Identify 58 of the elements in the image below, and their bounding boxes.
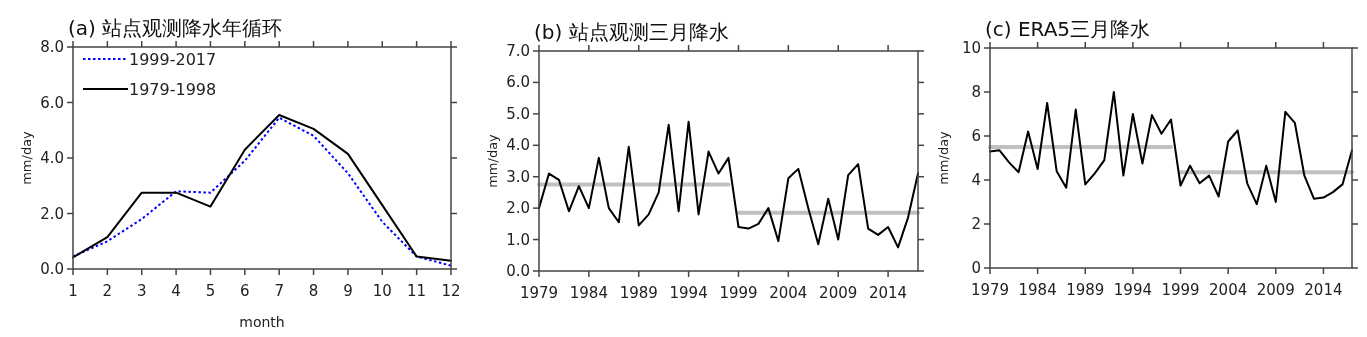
x-tick-label: 2004 — [769, 284, 808, 302]
y-tick-label: 7.0 — [506, 42, 530, 60]
chart-title: (c) ERA5三月降水 — [985, 17, 1151, 41]
x-tick-label: 2004 — [1209, 281, 1248, 299]
y-tick-label: 4.0 — [40, 149, 64, 167]
chart-title: (a) 站点观测降水年循环 — [68, 16, 283, 40]
x-tick-label: 1979 — [970, 281, 1010, 299]
x-tick-label: 1994 — [669, 284, 708, 302]
line-series — [989, 91, 1353, 206]
x-tick-label: 1984 — [569, 284, 608, 302]
x-tick-label: 9 — [343, 282, 353, 300]
x-tick-label: 2014 — [1304, 281, 1343, 299]
x-tick-label: 10 — [372, 282, 392, 300]
y-tick-label: 4 — [971, 171, 981, 189]
x-tick-label: 2009 — [1256, 281, 1295, 299]
x-tick-label: 1 — [68, 282, 78, 300]
x-tick-label: 4 — [171, 282, 181, 300]
x-tick-label: 2 — [102, 282, 113, 300]
x-tick-label: 2009 — [819, 284, 858, 302]
y-axis-title: mm/day — [936, 130, 951, 185]
y-tick-label: 6 — [971, 127, 981, 145]
y-axis-title: mm/day — [19, 130, 34, 185]
y-axis-title: mm/day — [485, 133, 500, 188]
chart-title: (b) 站点观测三月降水 — [534, 20, 729, 44]
y-tick-label: 0.0 — [40, 260, 64, 278]
x-tick-label: 8 — [308, 282, 319, 300]
x-tick-label: 12 — [441, 282, 461, 300]
y-tick-label: 10 — [961, 39, 981, 57]
x-tick-label: 3 — [136, 282, 147, 300]
x-tick-label: 1989 — [619, 284, 658, 302]
legend-label: 1979-1998 — [129, 80, 217, 99]
legend-label: 1999-2017 — [129, 50, 217, 69]
x-tick-label: 7 — [274, 282, 284, 300]
y-tick-label: 0.0 — [506, 262, 530, 280]
y-tick-label: 5.0 — [506, 104, 530, 123]
y-tick-label: 6.0 — [40, 93, 64, 112]
y-tick-label: 2.0 — [506, 199, 530, 218]
y-tick-label: 1.0 — [506, 230, 530, 249]
x-axis-title: month — [239, 314, 285, 330]
y-tick-label: 0 — [971, 259, 981, 277]
y-tick-label: 3.0 — [506, 167, 530, 186]
y-tick-label: 2 — [971, 215, 981, 233]
line-series — [538, 120, 919, 249]
y-tick-label: 8 — [971, 83, 981, 101]
y-tick-label: 4.0 — [506, 136, 530, 155]
x-tick-label: 1994 — [1113, 281, 1152, 299]
y-tick-label: 6.0 — [506, 73, 530, 92]
x-tick-label: 1999 — [1161, 281, 1200, 299]
x-tick-label: 5 — [205, 282, 216, 300]
x-tick-label: 1984 — [1018, 281, 1057, 299]
y-tick-label: 8.0 — [40, 38, 64, 56]
x-tick-label: 1989 — [1066, 281, 1105, 299]
y-tick-label: 2.0 — [40, 204, 64, 223]
x-tick-label: 1999 — [719, 284, 758, 302]
x-tick-label: 1979 — [519, 284, 559, 302]
x-tick-label: 2014 — [868, 284, 908, 302]
x-tick-label: 6 — [240, 282, 250, 300]
x-tick-label: 11 — [407, 282, 427, 300]
